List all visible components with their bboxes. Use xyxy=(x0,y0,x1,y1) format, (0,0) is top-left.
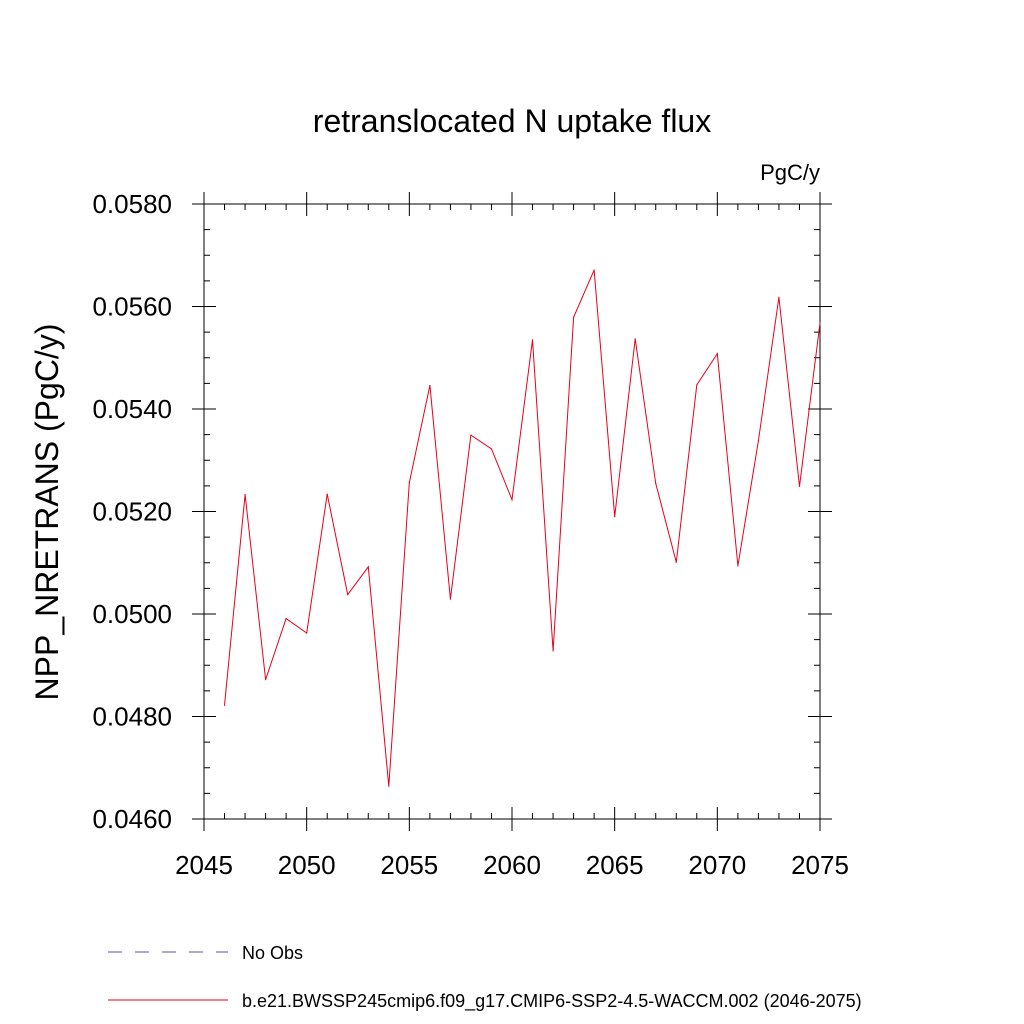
y-tick-label: 0.0460 xyxy=(92,804,172,834)
data-point xyxy=(490,448,493,450)
data-point xyxy=(593,269,595,271)
data-point xyxy=(675,561,677,563)
data-point xyxy=(757,440,760,442)
x-tick-label: 2065 xyxy=(586,850,644,880)
data-point xyxy=(634,338,636,340)
data-point xyxy=(470,434,472,436)
data-point xyxy=(614,516,616,518)
y-tick-label: 0.0540 xyxy=(92,394,172,424)
data-point xyxy=(511,499,513,501)
x-tick-label: 2075 xyxy=(791,850,849,880)
data-point xyxy=(326,493,328,495)
data-point xyxy=(655,482,657,484)
y-axis-label: NPP_NRETRANS (PgC/y) xyxy=(29,324,65,701)
x-tick-label: 2055 xyxy=(380,850,438,880)
plot-frame xyxy=(203,203,821,820)
data-point xyxy=(388,785,390,787)
legend-label-1: b.e21.BWSSP245cmip6.f09_g17.CMIP6-SSP2-4… xyxy=(242,991,862,1012)
chart-title: retranslocated N uptake flux xyxy=(313,103,711,139)
y-tick-label: 0.0560 xyxy=(92,292,172,322)
data-point xyxy=(244,493,246,496)
data-point xyxy=(367,566,369,568)
y-tick-label: 0.0480 xyxy=(92,702,172,732)
data-point xyxy=(265,679,267,681)
units-label: PgC/y xyxy=(760,160,820,185)
y-tick-label: 0.0520 xyxy=(92,497,172,527)
data-point xyxy=(716,353,718,355)
data-point xyxy=(778,296,780,298)
data-point xyxy=(573,316,575,318)
x-tick-label: 2070 xyxy=(688,850,746,880)
data-point xyxy=(347,593,349,596)
data-point xyxy=(408,482,410,484)
axis-tick-labels: 2045 2050 2055 2060 2065 2070 2075 0.0460 0.0480… xyxy=(92,189,848,880)
data-point xyxy=(306,632,308,634)
plot-border xyxy=(203,203,821,820)
x-tick-label: 2060 xyxy=(483,850,541,880)
data-point xyxy=(531,339,534,341)
series-layer xyxy=(223,269,821,787)
x-tick-label: 2045 xyxy=(175,850,233,880)
y-tick-label: 0.0580 xyxy=(92,189,172,219)
data-point xyxy=(819,322,821,324)
data-point xyxy=(449,598,451,600)
data-point xyxy=(223,704,226,706)
x-tick-label: 2050 xyxy=(278,850,336,880)
series-line-0 xyxy=(224,269,821,787)
axis-ticks xyxy=(192,192,832,831)
data-point xyxy=(696,384,698,386)
data-point xyxy=(285,618,287,620)
legend: No Obs b.e21.BWSSP245cmip6.f09_g17.CMIP6-… xyxy=(108,943,862,1012)
legend-label-0: No Obs xyxy=(242,943,303,963)
data-point xyxy=(798,485,801,487)
y-tick-label: 0.0500 xyxy=(92,599,172,629)
data-point xyxy=(737,565,739,567)
data-point xyxy=(552,650,554,652)
data-point xyxy=(429,384,431,387)
